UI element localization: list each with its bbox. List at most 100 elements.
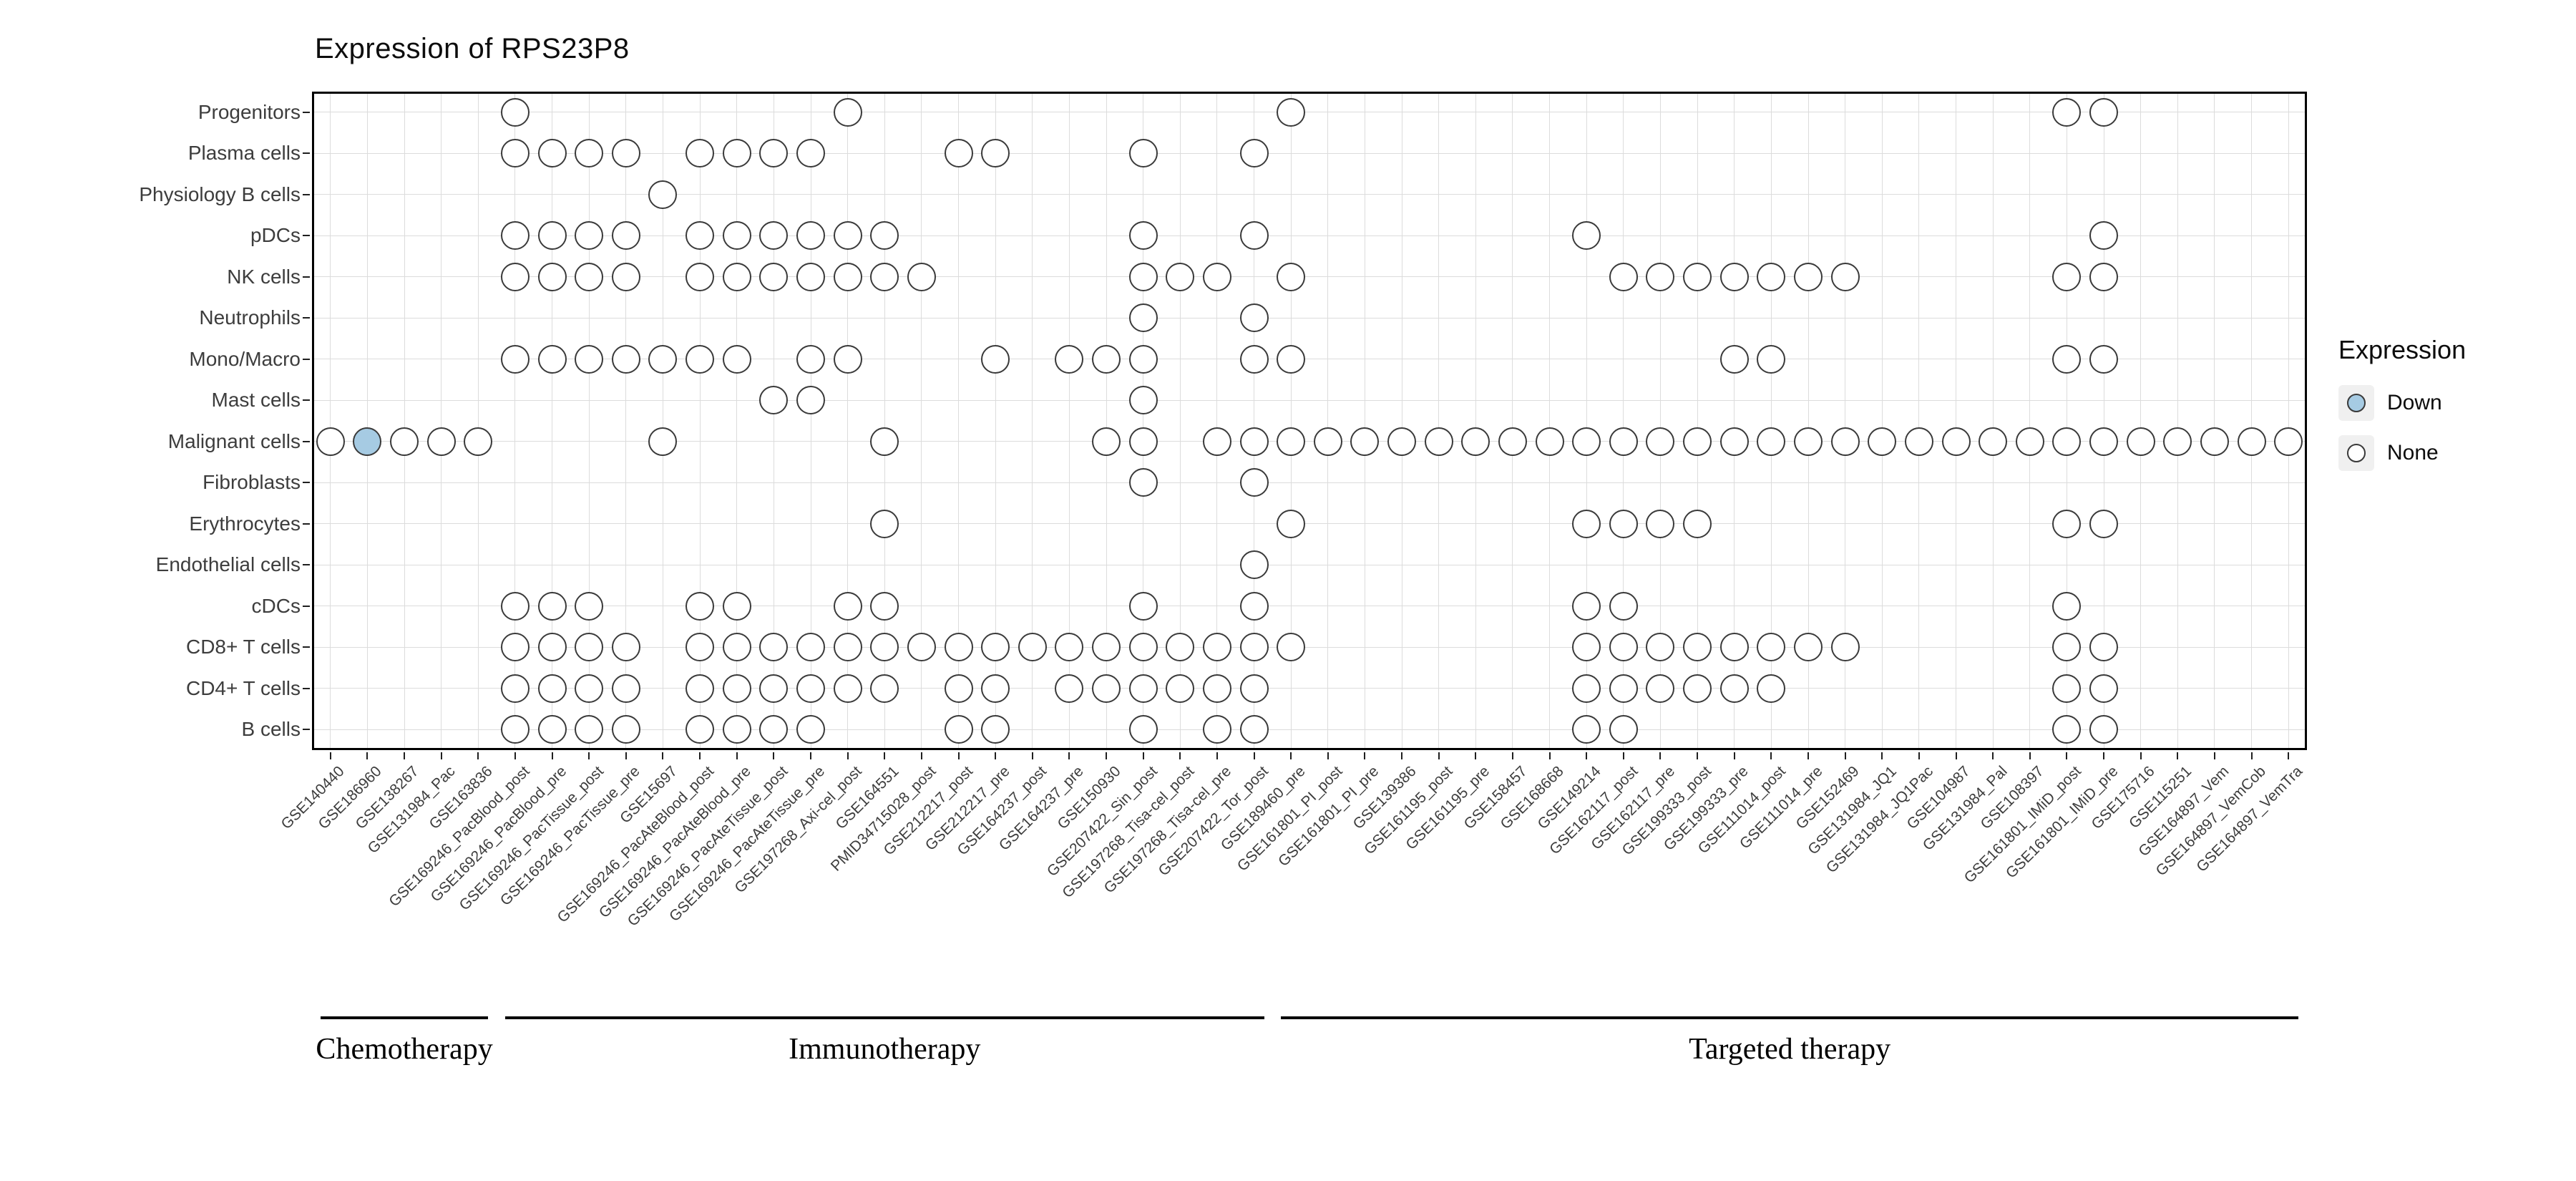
expression-dot <box>796 262 825 291</box>
expression-dot <box>1683 509 1712 538</box>
row-label: CD8+ T cells <box>185 636 301 658</box>
expression-dot <box>1830 633 1860 662</box>
expression-dot <box>1239 139 1269 168</box>
grid-line-vertical <box>2177 92 2178 750</box>
expression-dot <box>1609 262 1638 291</box>
expression-dot <box>1646 633 1675 662</box>
expression-dot <box>1128 386 1158 415</box>
grid-line-vertical <box>477 92 479 750</box>
expression-dot <box>648 344 678 374</box>
x-tick <box>366 752 369 759</box>
expression-dot <box>1609 674 1638 703</box>
expression-dot <box>870 633 899 662</box>
expression-dot <box>981 344 1010 374</box>
expression-dot <box>833 262 862 291</box>
expression-dot <box>907 262 936 291</box>
x-tick <box>1697 752 1699 759</box>
grid-line-vertical <box>1216 92 1218 750</box>
expression-dot <box>796 633 825 662</box>
expression-dot <box>611 221 640 251</box>
expression-dot <box>2089 509 2119 538</box>
expression-dot <box>1018 633 1047 662</box>
row-label: cDCs <box>251 594 301 617</box>
legend-key-none <box>2338 435 2374 471</box>
expression-dot <box>1719 633 1749 662</box>
expression-dot <box>353 427 382 456</box>
expression-dot <box>2089 344 2119 374</box>
expression-dot <box>1757 633 1786 662</box>
legend-label-none: None <box>2387 441 2439 465</box>
grid-line-horizontal <box>312 276 2307 278</box>
expression-dot <box>722 139 751 168</box>
expression-dot <box>1609 715 1638 744</box>
x-tick <box>1142 752 1144 759</box>
x-tick <box>1179 752 1181 759</box>
expression-dot <box>1202 715 1231 744</box>
grid-line-vertical <box>1438 92 1440 750</box>
expression-dot <box>426 427 456 456</box>
expression-dot <box>722 591 751 621</box>
expression-dot <box>1202 674 1231 703</box>
expression-dot <box>1498 427 1527 456</box>
expression-dot <box>500 262 530 291</box>
expression-dot <box>1055 633 1084 662</box>
expression-dot <box>833 344 862 374</box>
grid-line-vertical <box>588 92 590 750</box>
grid-line-vertical <box>1770 92 1772 750</box>
expression-dot <box>1239 344 1269 374</box>
grid-line-horizontal <box>312 482 2307 483</box>
grid-line-vertical <box>330 92 331 750</box>
expression-dot <box>796 221 825 251</box>
expression-dot <box>870 427 899 456</box>
therapy-group-label: Chemotherapy <box>316 1033 493 1066</box>
expression-dot <box>759 674 789 703</box>
x-tick <box>1438 752 1440 759</box>
grid-line-vertical <box>1068 92 1070 750</box>
expression-dot <box>611 262 640 291</box>
expression-dot <box>537 633 567 662</box>
expression-dot <box>2274 427 2303 456</box>
y-tick <box>303 358 310 360</box>
expression-dot <box>722 674 751 703</box>
grid-line-vertical <box>921 92 922 750</box>
expression-dot <box>2089 97 2119 127</box>
grid-line-horizontal <box>312 523 2307 525</box>
expression-dot <box>1166 262 1195 291</box>
expression-dot <box>611 344 640 374</box>
grid-line-vertical <box>1179 92 1181 750</box>
expression-dot <box>1128 427 1158 456</box>
x-tick <box>1068 752 1070 759</box>
x-tick <box>736 752 738 759</box>
expression-dot <box>2052 344 2082 374</box>
y-tick <box>303 729 310 731</box>
grid-line-vertical <box>1807 92 1809 750</box>
expression-dot <box>1128 468 1158 497</box>
expression-dot <box>1683 427 1712 456</box>
y-tick <box>303 276 310 278</box>
y-tick <box>303 440 310 442</box>
expression-dot <box>2052 591 2082 621</box>
grid-line-vertical <box>404 92 405 750</box>
expression-dot <box>1461 427 1491 456</box>
grid-line-vertical <box>1918 92 1920 750</box>
grid-line-horizontal <box>312 194 2307 195</box>
x-tick <box>957 752 960 759</box>
expression-dot <box>1868 427 1897 456</box>
expression-dot <box>1609 509 1638 538</box>
grid-line-horizontal <box>312 441 2307 442</box>
expression-dot <box>2052 509 2082 538</box>
expression-dot <box>796 344 825 374</box>
row-label: Mono/Macro <box>189 347 301 370</box>
expression-dot <box>1683 674 1712 703</box>
x-tick <box>1327 752 1329 759</box>
expression-dot <box>1055 674 1084 703</box>
expression-dot <box>1572 221 1601 251</box>
expression-dot <box>1572 674 1601 703</box>
y-tick <box>303 687 310 689</box>
expression-dot <box>537 674 567 703</box>
x-tick <box>1992 752 1994 759</box>
expression-dot <box>1609 427 1638 456</box>
x-tick <box>588 752 590 759</box>
x-tick <box>551 752 553 759</box>
grid-line-vertical <box>514 92 516 750</box>
